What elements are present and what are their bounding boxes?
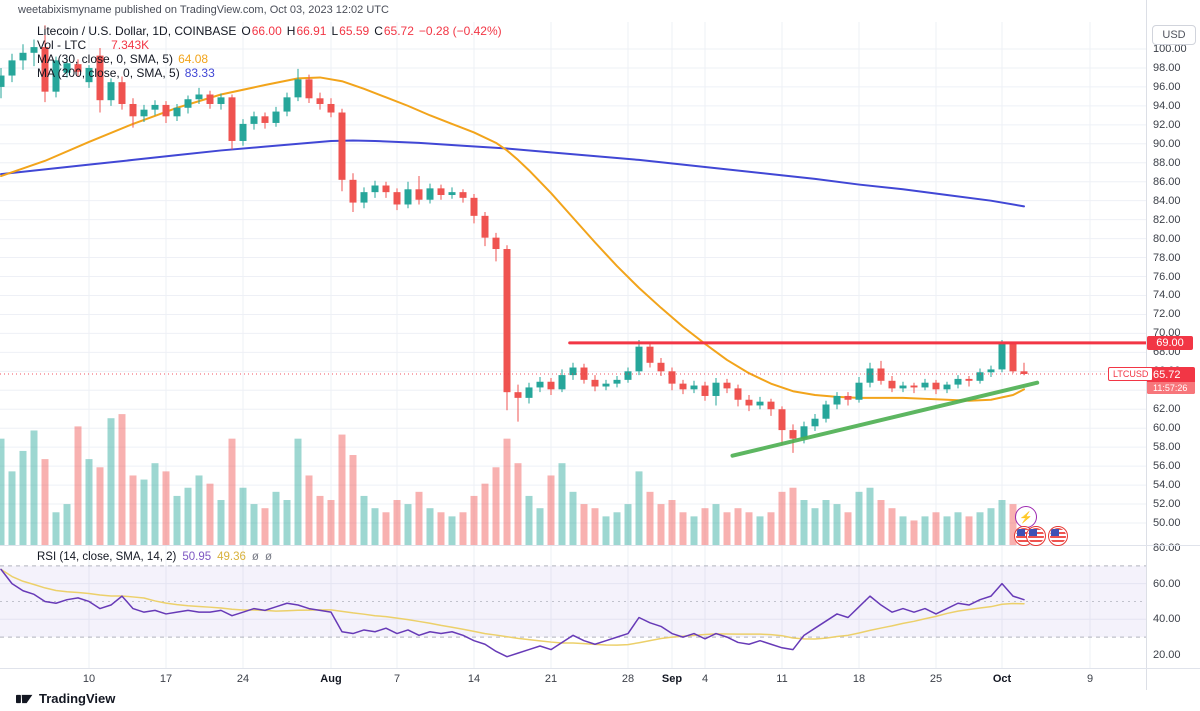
price-tick-label: 74.00: [1153, 289, 1181, 302]
price-tick-label: 52.00: [1153, 498, 1181, 511]
tradingview-brand-text: TradingView: [39, 691, 116, 706]
rsi-band: [0, 565, 1146, 638]
flag-event-badge[interactable]: [1026, 526, 1046, 546]
price-tick-label: 56.00: [1153, 460, 1181, 473]
price-tick-label: 80.00: [1153, 232, 1181, 245]
time-tick-label: 28: [621, 673, 635, 685]
price-tick-label: 58.00: [1153, 441, 1181, 454]
time-tick-label: 21: [544, 673, 558, 685]
price-tick-label: 54.00: [1153, 479, 1181, 492]
price-tick-label: 82.00: [1153, 213, 1181, 226]
last-price-value: 65.72: [1153, 368, 1181, 381]
price-tick-label: 96.00: [1153, 80, 1181, 93]
price-tick-label: 92.00: [1153, 118, 1181, 131]
ma200-line: [0, 139, 1025, 208]
bar-countdown: 11:57:26: [1147, 382, 1195, 394]
time-tick-label: Aug: [320, 673, 342, 685]
price-tick-label: 90.00: [1153, 137, 1181, 150]
time-tick-label: Sep: [661, 673, 683, 685]
time-tick-label: 17: [159, 673, 173, 685]
time-tick-label: 4: [701, 673, 709, 685]
tradingview-attribution[interactable]: TradingView: [16, 691, 115, 706]
time-tick-label: 24: [236, 673, 250, 685]
rsi-tick-label: 60.00: [1153, 577, 1181, 590]
time-tick-label: 9: [1086, 673, 1094, 685]
price-tick-label: 76.00: [1153, 270, 1181, 283]
time-tick-label: 11: [776, 673, 788, 685]
chart-canvas[interactable]: [0, 0, 1146, 690]
time-tick-label: 10: [82, 673, 96, 685]
price-tick-label: 60.00: [1153, 422, 1181, 435]
lightning-icon: ⚡: [1019, 511, 1033, 524]
rsi-tick-label: 40.00: [1153, 613, 1181, 626]
currency-usd-button[interactable]: USD: [1152, 25, 1196, 45]
time-tick-label: 7: [393, 673, 401, 685]
last-price-label: 65.72 11:57:26: [1147, 367, 1195, 394]
rsi-line: [0, 568, 1025, 658]
volume-bars: [0, 414, 1028, 545]
price-tick-label: 78.00: [1153, 251, 1181, 264]
price-tick-label: 98.00: [1153, 61, 1181, 74]
tradingview-logo-icon: [16, 694, 33, 703]
lightning-event-badge[interactable]: ⚡: [1015, 506, 1037, 528]
publish-status-text: weetabixismyname published on TradingVie…: [18, 4, 389, 16]
price-tick-label: 88.00: [1153, 156, 1181, 169]
support-trendline: [730, 380, 1040, 458]
price-tick-label: 50.00: [1153, 517, 1181, 529]
resistance-price-label: 69.00: [1147, 336, 1193, 350]
grid-lines: [0, 22, 1146, 668]
price-tick-label: 72.00: [1153, 308, 1181, 321]
flag-event-badge[interactable]: [1048, 526, 1068, 546]
price-tick-label: 94.00: [1153, 99, 1181, 112]
price-tick-label: 100.00: [1153, 43, 1187, 55]
time-axis-divider[interactable]: [0, 668, 1200, 669]
price-tick-label: 86.00: [1153, 175, 1181, 188]
time-tick-label: 14: [467, 673, 481, 685]
price-tick-label: 62.00: [1153, 403, 1181, 416]
rsi-tick-label: 80.00: [1153, 542, 1181, 554]
pane-divider[interactable]: [0, 545, 1200, 546]
price-tick-label: 84.00: [1153, 194, 1181, 207]
rsi-ma-line: [0, 568, 1025, 646]
rsi-tick-label: 20.00: [1153, 648, 1181, 661]
time-tick-label: 18: [852, 673, 866, 685]
time-tick-label: 25: [929, 673, 943, 685]
symbol-price-tag: LTCUSD: [1108, 367, 1154, 381]
time-tick-label: Oct: [992, 673, 1012, 685]
